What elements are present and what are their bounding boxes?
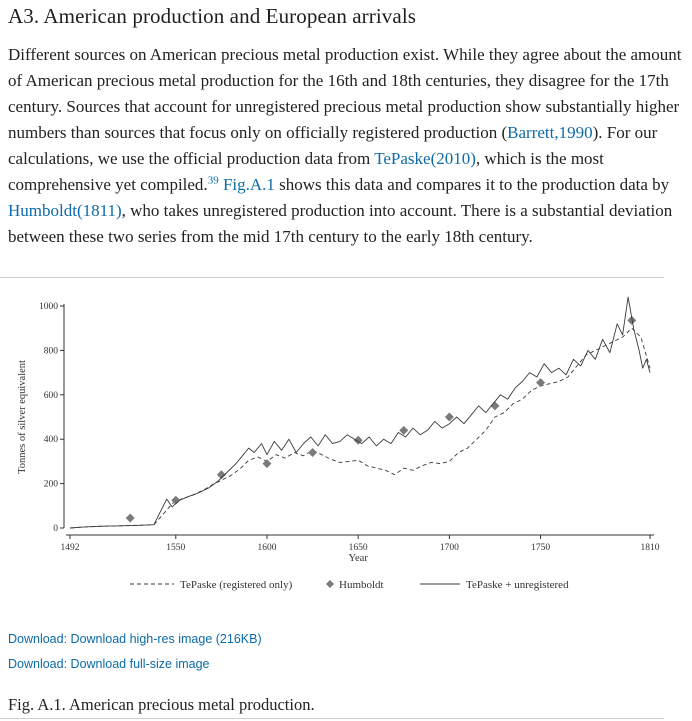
figure-caption: Fig. A.1. American precious metal produc…: [8, 695, 315, 714]
chart-legend: TePaske (registered only) Humboldt TePaske…: [130, 579, 569, 591]
figure-a1[interactable]: 0 200 400 600 800 1000 1492 1550 1600 1650 1700 17…: [0, 288, 692, 608]
legend-swatch-humboldt: [326, 580, 334, 588]
y-tick-label-1000: 1000: [39, 302, 58, 312]
legend-label-registered: TePaske (registered only): [180, 579, 293, 591]
humboldt-marker-1600: [262, 459, 272, 469]
link-humboldt-1811[interactable]: Humboldt(1811): [8, 201, 122, 220]
divider-top: [0, 277, 664, 278]
section-paragraph: Different sources on American precious m…: [8, 42, 684, 250]
humboldt-marker-1575: [216, 470, 226, 480]
humboldt-marker-1675: [399, 425, 409, 435]
series-line-tepaske-registered-only: [69, 327, 651, 529]
x-tick-label-1810: 1810: [641, 543, 660, 553]
footnote-39-link[interactable]: 39: [207, 174, 219, 187]
humboldt-marker-1700: [444, 412, 454, 422]
link-tepaske-2010[interactable]: TePaske(2010): [374, 149, 476, 168]
paragraph-text-2: ). For our calculations, we use the offi…: [8, 123, 658, 168]
y-axis: 0 200 400 600 800 1000: [39, 302, 65, 534]
legend-label-unregistered: TePaske + unregistered: [466, 579, 569, 591]
y-tick-label-800: 800: [44, 346, 59, 356]
y-tick-label-0: 0: [53, 524, 58, 534]
legend-label-humboldt: Humboldt: [339, 579, 384, 591]
y-tick-label-400: 400: [44, 435, 59, 445]
x-tick-label-1750: 1750: [531, 543, 550, 553]
x-tick-label-1700: 1700: [440, 543, 459, 553]
x-tick-label-1492: 1492: [61, 543, 80, 553]
x-axis: 1492 1550 1600 1650 1700 1750 1810: [61, 534, 660, 553]
paragraph-text-5: shows this data and compares it to the p…: [274, 175, 670, 194]
x-axis-label: Year: [348, 553, 368, 564]
y-tick-label-600: 600: [44, 391, 59, 401]
series-line-tepaske-unregistered: [69, 296, 651, 529]
y-axis-label: Tonnes of silver equivalent: [17, 360, 28, 474]
divider-bottom: [0, 718, 664, 719]
x-tick-label-1600: 1600: [257, 543, 276, 553]
humboldt-marker-1800: [627, 315, 637, 325]
y-tick-label-200: 200: [44, 480, 59, 490]
production-chart: 0 200 400 600 800 1000 1492 1550 1600 1650 1700 17…: [17, 296, 660, 591]
humboldt-marker-1625: [308, 448, 318, 458]
link-barrett-1990[interactable]: Barrett,1990: [507, 123, 593, 142]
link-fig-a1[interactable]: Fig.A.1: [222, 175, 275, 194]
x-tick-label-1550: 1550: [166, 543, 185, 553]
humboldt-marker-1750: [536, 378, 546, 388]
download-full-size-link[interactable]: Download: Download full-size image: [8, 657, 210, 671]
paragraph-text-1: Different sources on American precious m…: [8, 45, 682, 142]
paragraph-text-6: , who takes unregistered production into…: [8, 201, 673, 246]
download-high-res-link[interactable]: Download: Download high-res image (216KB…: [8, 632, 262, 646]
section-heading: A3. American production and European arr…: [8, 4, 417, 28]
paragraph-text-3: , which is the most comprehensive yet co…: [8, 149, 604, 194]
humboldt-marker-1550: [171, 495, 181, 505]
x-tick-label-1650: 1650: [349, 543, 368, 553]
humboldt-marker-1725: [490, 401, 500, 411]
series-group: [69, 296, 651, 529]
humboldt-marker-1525: [125, 513, 135, 523]
